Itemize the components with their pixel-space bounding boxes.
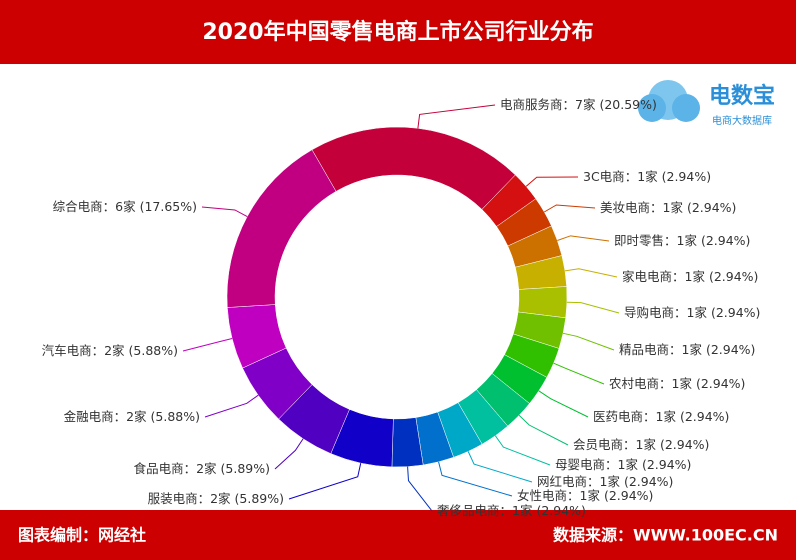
slice-label: 3C电商：1家 (2.94%)	[583, 169, 711, 184]
value-label: ：1家 (2.94%)	[672, 269, 758, 284]
logo: 电数宝 电商大数据库	[638, 80, 775, 127]
category-label: 会员电商	[573, 437, 623, 452]
leader-line	[274, 438, 304, 470]
category-label: 家电电商	[622, 269, 672, 284]
leader-line	[407, 466, 433, 512]
slice-label: 即时零售：1家 (2.94%)	[614, 233, 750, 248]
logo-name: 电数宝	[709, 83, 775, 109]
category-label: 精品电商	[619, 342, 669, 357]
category-label: 导购电商	[624, 305, 674, 320]
slice-label: 精品电商：1家 (2.94%)	[619, 342, 755, 357]
category-label: 母婴电商	[555, 457, 605, 472]
category-label: 综合电商	[53, 199, 103, 214]
value-label: ：1家 (2.94%)	[664, 233, 750, 248]
value-label: ：1家 (2.94%)	[605, 457, 691, 472]
header-bar	[0, 0, 796, 64]
category-label: 食品电商	[134, 461, 184, 476]
value-label: ：6家 (17.65%)	[103, 199, 197, 214]
value-label: ：1家 (2.94%)	[567, 488, 653, 503]
slice-label: 网红电商：1家 (2.94%)	[537, 474, 673, 489]
slice-label: 会员电商：1家 (2.94%)	[573, 437, 709, 452]
value-label: ：1家 (2.94%)	[623, 437, 709, 452]
leader-line	[494, 435, 551, 466]
value-label: ：1家 (2.94%)	[587, 474, 673, 489]
leader-line	[467, 451, 533, 483]
leader-line	[538, 390, 589, 418]
footer-right: 数据来源：WWW.100EC.CN	[553, 526, 778, 545]
category-label: 奢侈品电商	[437, 503, 500, 518]
footer-left: 图表编制：网经社	[18, 526, 146, 545]
value-label: ：2家 (5.89%)	[184, 461, 270, 476]
chart-title: 2020年中国零售电商上市公司行业分布	[202, 19, 593, 45]
slice-label: 综合电商：6家 (17.65%)	[53, 199, 197, 214]
leader-line	[557, 235, 610, 242]
leader-line	[182, 337, 233, 352]
slice-label: 女性电商：1家 (2.94%)	[517, 488, 653, 503]
category-label: 服装电商	[148, 491, 198, 506]
category-label: 即时零售	[614, 233, 664, 248]
leader-line	[543, 204, 596, 213]
category-label: 女性电商	[517, 488, 567, 503]
value-label: ：2家 (5.89%)	[198, 491, 284, 506]
value-label: ：2家 (5.88%)	[114, 409, 200, 424]
slice-label: 汽车电商：2家 (5.88%)	[42, 343, 178, 358]
slice-label: 导购电商：1家 (2.94%)	[624, 305, 760, 320]
slice-label: 农村电商：1家 (2.94%)	[609, 376, 745, 391]
category-label: 电商服务商	[500, 97, 563, 112]
slice-label: 家电电商：1家 (2.94%)	[622, 269, 758, 284]
slice-label: 食品电商：2家 (5.89%)	[134, 461, 270, 476]
slice	[226, 149, 337, 308]
value-label: ：1家 (2.94%)	[669, 342, 755, 357]
leader-line	[417, 104, 496, 129]
leader-line	[204, 394, 259, 418]
leader-line	[518, 414, 569, 446]
value-label: ：7家 (20.59%)	[563, 97, 657, 112]
slice-label: 母婴电商：1家 (2.94%)	[555, 457, 691, 472]
category-label: 汽车电商	[42, 343, 92, 358]
leader-line	[566, 301, 620, 314]
value-label: ：1家 (2.94%)	[659, 376, 745, 391]
leader-line	[562, 332, 615, 351]
leader-line	[201, 206, 248, 218]
slice-label: 电商服务商：7家 (20.59%)	[500, 97, 657, 112]
logo-tagline: 电商大数据库	[712, 114, 772, 127]
leader-line	[525, 176, 579, 187]
leader-line	[288, 462, 362, 500]
value-label: ：1家 (2.94%)	[650, 200, 736, 215]
slice-label: 美妆电商：1家 (2.94%)	[600, 200, 736, 215]
slice-label: 奢侈品电商：1家 (2.94%)	[437, 503, 586, 518]
category-label: 医药电商	[593, 409, 643, 424]
leader-line	[438, 461, 513, 497]
slice-label: 服装电商：2家 (5.89%)	[148, 491, 284, 506]
value-label: ：2家 (5.88%)	[92, 343, 178, 358]
logo-cloud	[672, 94, 700, 122]
leader-line	[564, 268, 618, 278]
leader-line	[553, 362, 605, 385]
category-label: 美妆电商	[600, 200, 650, 215]
value-label: ：1家 (2.94%)	[643, 409, 729, 424]
category-label: 3C电商	[583, 169, 625, 184]
value-label: ：1家 (2.94%)	[674, 305, 760, 320]
category-label: 金融电商	[64, 409, 114, 424]
slice-label: 金融电商：2家 (5.88%)	[64, 409, 200, 424]
category-label: 农村电商	[609, 376, 659, 391]
slice-label: 医药电商：1家 (2.94%)	[593, 409, 729, 424]
category-label: 网红电商	[537, 474, 587, 489]
value-label: ：1家 (2.94%)	[500, 503, 586, 518]
logo-cloud	[638, 94, 666, 122]
value-label: ：1家 (2.94%)	[625, 169, 711, 184]
footer-bar	[0, 510, 796, 560]
